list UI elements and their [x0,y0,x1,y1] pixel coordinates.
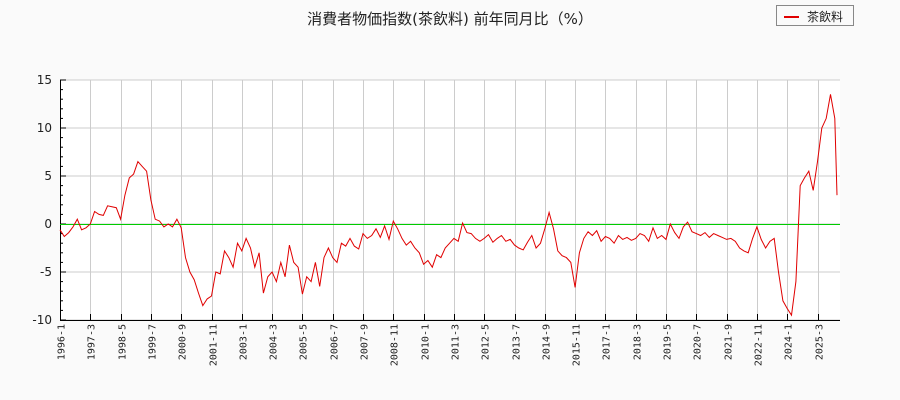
x-tick-label: 2004-3 [269,324,280,360]
y-tick-label: 10 [37,121,52,135]
y-axis: -10 -5 0 5 10 15 [32,73,66,327]
legend-line-swatch [784,16,799,18]
x-tick-label: 2012-5 [481,324,492,360]
x-tick-label: 2020-7 [693,324,704,360]
x-tick-label: 2005-5 [299,324,310,360]
x-tick-label: 1999-7 [148,324,159,360]
y-tick-label: -10 [32,313,52,327]
y-tick-label: 0 [44,217,52,231]
legend-label: 茶飲料 [807,10,844,24]
x-tick-label: 1996-1 [57,324,68,360]
y-tick-label: 5 [44,169,52,183]
x-tick-label: 1998-5 [118,324,129,360]
x-tick-label: 2008-11 [390,324,401,366]
chart-title: 消費者物価指数(茶飲料) 前年同月比（%） [307,10,593,28]
x-tick-label: 2019-5 [663,324,674,360]
x-tick-label: 2000-9 [178,324,189,360]
x-tick-label: 2006-7 [330,324,341,360]
x-tick-label: 2021-9 [724,324,735,360]
x-tick-label: 2018-3 [633,324,644,360]
x-tick-label: 2003-1 [239,324,250,360]
grid-lines [60,79,840,321]
y-tick-label: -5 [40,265,52,279]
x-tick-label: 2017-1 [602,324,613,360]
x-tick-label: 2007-9 [360,324,371,360]
x-tick-label: 2010-1 [421,324,432,360]
legend: 茶飲料 [776,5,854,26]
x-tick-label: 2001-11 [209,324,220,366]
y-tick-label: 15 [37,73,52,87]
series-line-tea-beverage [59,94,838,317]
x-tick-label: 2022-11 [754,324,765,366]
x-tick-label: 2024-1 [784,324,795,360]
x-tick-label: 2025-3 [815,324,826,360]
x-tick-label: 1997-3 [87,324,98,360]
x-tick-label: 2011-3 [451,324,462,360]
x-tick-label: 2013-7 [512,324,523,360]
x-axis: 1996-1 1997-3 1998-5 1999-7 2000-9 2001-11 200… [57,314,840,366]
x-tick-label: 2014-9 [542,324,553,360]
x-tick-label: 2015-11 [572,324,583,366]
